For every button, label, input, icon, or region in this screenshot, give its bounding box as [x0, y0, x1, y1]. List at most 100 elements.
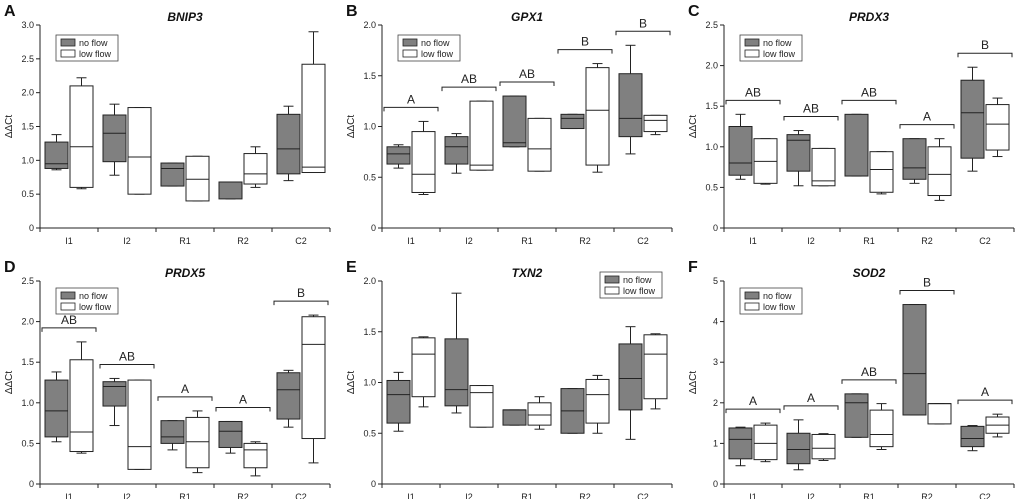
box-iqr — [411, 131, 436, 193]
box-iqr — [960, 79, 985, 159]
box-no-flow-c2 — [276, 369, 301, 428]
panel-b: B GPX1 0 0.5 1.0 1.5 2.0 ΔΔCt I1 I2 R1 R2 C2 A AB AB B Bn… — [346, 3, 673, 246]
box-low-flow-i2 — [127, 107, 152, 195]
box-low-flow-i1 — [753, 138, 778, 185]
box-low-flow-c2 — [985, 413, 1010, 438]
significance-bracket — [841, 99, 897, 105]
y-tick-label: 0 — [713, 479, 718, 489]
box-no-flow-i1 — [44, 371, 69, 443]
legend-label-no-flow: no flow — [421, 38, 450, 48]
y-tick-label: 1.0 — [705, 142, 718, 152]
legend-swatch-no-flow — [60, 38, 76, 47]
legend-label-low-flow: low flow — [623, 286, 656, 296]
significance-label: AB — [803, 102, 819, 116]
box-no-flow-i1 — [386, 371, 411, 432]
significance-label: B — [297, 286, 305, 300]
box-low-flow-r2 — [927, 138, 952, 201]
significance-bracket — [783, 116, 839, 121]
box-iqr — [902, 138, 927, 180]
significance-bracket — [725, 408, 781, 414]
box-iqr — [618, 73, 643, 138]
box-no-flow-r2 — [218, 181, 243, 200]
box-iqr — [560, 113, 585, 130]
x-tick-label: R2 — [579, 236, 591, 246]
box-no-flow-i1 — [44, 134, 69, 171]
box-iqr — [643, 334, 668, 400]
box-no-flow-r2 — [902, 304, 927, 416]
box-iqr — [243, 153, 268, 185]
legend-label-low-flow: low flow — [421, 49, 454, 59]
box-iqr — [585, 378, 610, 424]
box-low-flow-r2 — [243, 146, 268, 188]
legend-label-low-flow: low flow — [79, 302, 112, 312]
y-axis-label: ΔΔCt — [346, 371, 357, 395]
y-tick-label: 3 — [713, 357, 718, 367]
box-low-flow-i2 — [127, 379, 152, 470]
x-tick-label: I1 — [65, 236, 73, 246]
box-iqr — [44, 379, 69, 438]
box-iqr — [902, 304, 927, 416]
box-no-flow-i2 — [444, 133, 469, 174]
y-tick-label: 3.0 — [21, 20, 34, 30]
significance-label: AB — [461, 72, 477, 86]
box-no-flow-i1 — [386, 144, 411, 169]
box-iqr — [502, 95, 527, 148]
box-no-flow-i1 — [728, 113, 753, 180]
box-low-flow-r1 — [869, 151, 894, 195]
box-low-flow-c2 — [985, 97, 1010, 158]
y-axis-label: ΔΔCt — [346, 115, 357, 139]
x-tick-label: C2 — [637, 492, 649, 499]
box-low-flow-i1 — [411, 336, 436, 408]
significance-bracket — [783, 405, 839, 410]
legend-swatch-low-flow — [60, 49, 76, 58]
box-no-flow-i1 — [728, 426, 753, 467]
legend-swatch-no-flow — [604, 275, 620, 284]
y-axis-label: ΔΔCt — [4, 115, 15, 139]
chart-title: BNIP3 — [167, 10, 203, 24]
y-tick-label: 0 — [29, 479, 34, 489]
y-tick-label: 1.5 — [21, 357, 34, 367]
x-tick-label: I1 — [65, 492, 73, 499]
box-iqr — [411, 337, 436, 398]
significance-bracket — [215, 406, 271, 412]
y-tick-label: 0 — [29, 223, 34, 233]
box-low-flow-r1 — [185, 155, 210, 202]
box-iqr — [927, 146, 952, 197]
x-tick-label: I1 — [407, 492, 415, 499]
box-iqr — [44, 141, 69, 169]
box-iqr — [69, 359, 94, 453]
box-iqr — [127, 379, 152, 470]
box-low-flow-r1 — [527, 396, 552, 430]
significance-label: B — [639, 16, 647, 30]
x-tick-label: C2 — [295, 236, 307, 246]
panel-letter: F — [688, 259, 698, 276]
legend-swatch-no-flow — [402, 38, 418, 47]
box-no-flow-r2 — [218, 420, 243, 454]
significance-label: AB — [861, 85, 877, 99]
box-iqr — [728, 126, 753, 176]
box-iqr — [527, 117, 552, 172]
legend-swatch-low-flow — [604, 286, 620, 295]
significance-label: AB — [519, 67, 535, 81]
x-tick-label: R1 — [863, 236, 875, 246]
panel-letter: E — [346, 259, 357, 276]
panel-a: A BNIP3 0 0.5 1.0 1.5 2.0 2.5 3.0 ΔΔCt I1 I2 R1 R2 C2 n… — [4, 3, 331, 246]
x-tick-label: R2 — [237, 236, 249, 246]
box-no-flow-r1 — [160, 420, 185, 451]
box-iqr — [276, 372, 301, 420]
significance-label: A — [807, 391, 815, 405]
y-tick-label: 0.5 — [705, 182, 718, 192]
box-iqr — [386, 146, 411, 165]
box-iqr — [844, 393, 869, 438]
y-tick-label: 0 — [713, 223, 718, 233]
legend-swatch-no-flow — [60, 291, 76, 300]
x-tick-label: I2 — [123, 492, 131, 499]
box-no-flow-c2 — [276, 105, 301, 182]
box-low-flow-c2 — [301, 31, 326, 174]
box-low-flow-i1 — [411, 120, 436, 196]
y-tick-label: 2 — [713, 398, 718, 408]
box-no-flow-c2 — [960, 66, 985, 172]
box-low-flow-i2 — [469, 100, 494, 171]
